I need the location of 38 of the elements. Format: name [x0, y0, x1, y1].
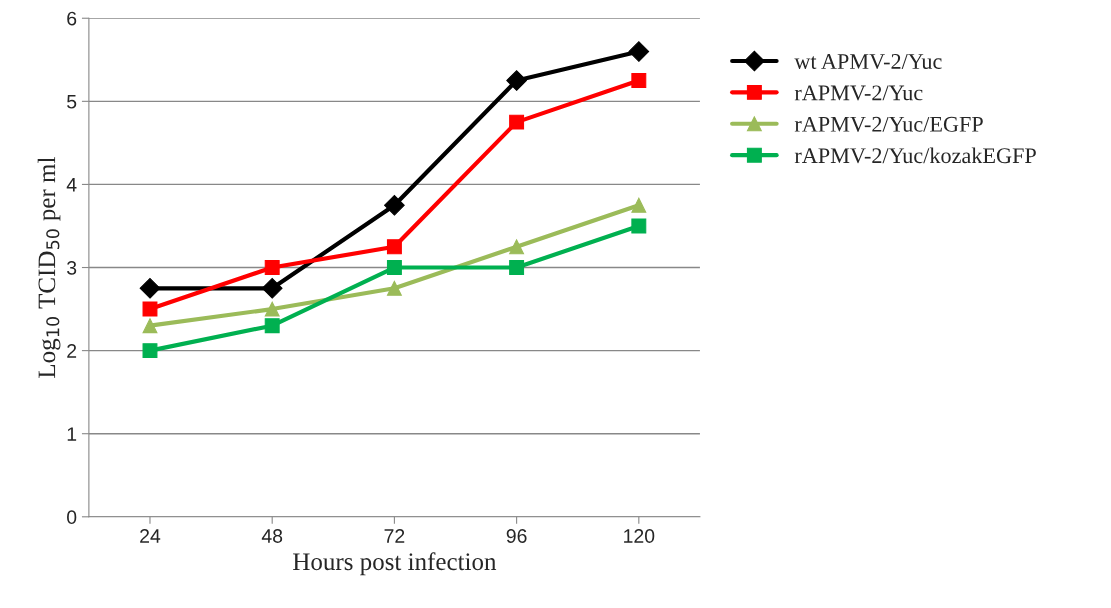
point	[142, 343, 158, 359]
y-axis-title: Log$_{10}$ TCID$_{50}$ per ml	[37, 157, 61, 378]
y-tick-label: 5	[67, 95, 77, 109]
x-tick-label: 24	[140, 529, 161, 543]
point	[261, 277, 283, 299]
y-tick-label: 3	[67, 260, 77, 275]
legend-label: rAPMV-2/Yuc	[794, 85, 923, 101]
point	[631, 197, 647, 213]
point	[631, 218, 647, 234]
point	[264, 318, 280, 334]
point	[386, 239, 402, 255]
point	[264, 260, 280, 275]
y-tick-label: 2	[67, 344, 77, 358]
point	[509, 114, 525, 130]
legend-label: wt APMV-2/Yuc	[794, 54, 942, 70]
legend-label: rAPMV-2/Yuc/EGFP	[794, 116, 983, 132]
point	[386, 260, 402, 275]
y-tick-label: 1	[67, 427, 77, 441]
point	[509, 239, 525, 255]
point	[631, 73, 647, 89]
x-tick-label: 120	[624, 529, 655, 543]
point	[264, 301, 280, 317]
x-tick-label: 48	[261, 529, 283, 543]
point	[142, 318, 158, 334]
point	[384, 194, 405, 216]
y-tick-label: 4	[66, 178, 77, 192]
y-tick-label: 0	[67, 510, 77, 525]
point	[506, 70, 527, 91]
point	[628, 41, 650, 62]
x-tick-label: 72	[384, 529, 405, 543]
point	[142, 301, 158, 317]
point	[509, 260, 525, 275]
legend-label: rAPMV-2/Yuc/kozakEGFP	[794, 147, 1036, 164]
y-tick-label: 6	[67, 11, 77, 26]
point	[139, 277, 161, 299]
x-axis-title: Hours post infection	[293, 552, 497, 576]
point	[386, 280, 402, 296]
x-tick-label: 96	[506, 529, 527, 543]
